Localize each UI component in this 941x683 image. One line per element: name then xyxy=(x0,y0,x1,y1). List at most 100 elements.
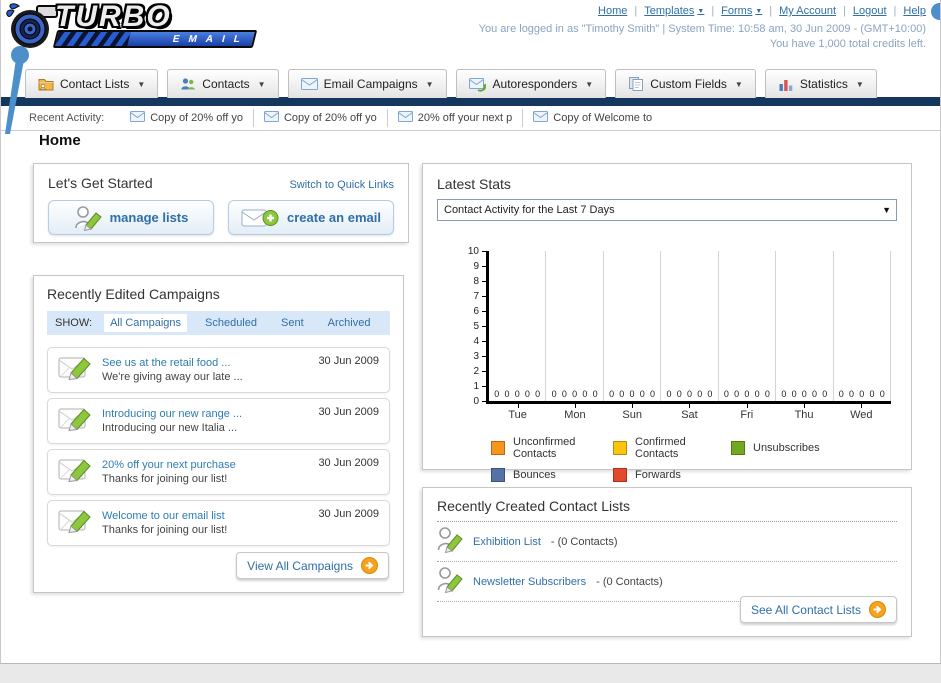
stats-report-selected-value: Contact Activity for the Last 7 Days xyxy=(444,204,615,216)
nav-link-logout[interactable]: Logout xyxy=(853,5,887,17)
value-label: 0 xyxy=(707,389,713,399)
recent-activity-item[interactable]: Copy of 20% off yo xyxy=(120,109,253,127)
legend-swatch xyxy=(613,441,627,455)
value-label: 0 xyxy=(582,389,588,399)
y-axis-tick-label: 8 xyxy=(473,275,486,287)
logo-subtitle: EMAIL xyxy=(171,33,251,45)
navy-divider-bar xyxy=(1,97,940,106)
nav-link-label: Forms xyxy=(721,5,753,17)
value-label: 0 xyxy=(822,389,828,399)
tab-contacts[interactable]: Contacts ▼ xyxy=(167,69,279,98)
get-started-title: Let's Get Started xyxy=(48,175,153,191)
legend-swatch xyxy=(491,468,505,482)
nav-separator: | xyxy=(843,5,846,17)
chevron-down-icon: ▼ xyxy=(585,79,594,89)
nav-link-my-account[interactable]: My Account xyxy=(779,5,836,17)
recent-activity-label: Recent Activity: xyxy=(29,111,105,124)
filter-all-campaigns[interactable]: All Campaigns xyxy=(104,314,187,332)
recent-activity-item[interactable]: Copy of 20% off yo xyxy=(252,108,387,127)
x-axis-tick-label: Tue xyxy=(489,404,546,421)
legend-swatch xyxy=(613,468,627,482)
top-nav: Home | Templates ▼ | Forms ▼ | My Account | Logout… xyxy=(598,5,926,17)
campaign-card[interactable]: Welcome to our email list Thanks for join… xyxy=(47,500,390,546)
contact-lists-icon xyxy=(38,76,54,92)
legend-item: Confirmed Contacts xyxy=(613,436,731,460)
edit-contact-list-icon xyxy=(437,526,463,557)
value-label: 0 xyxy=(639,389,645,399)
arrow-right-icon xyxy=(869,601,886,618)
nav-link-forms[interactable]: Forms ▼ xyxy=(721,5,762,17)
tab-statistics[interactable]: Statistics ▼ xyxy=(764,69,877,98)
nav-separator: | xyxy=(769,5,773,17)
legend-item: Forwards xyxy=(613,468,731,482)
value-label: 0 xyxy=(791,389,797,399)
legend-label: Unconfirmed Contacts xyxy=(513,436,576,460)
campaign-card[interactable]: Introducing our new range ... Introducing… xyxy=(47,398,390,444)
campaign-title-link[interactable]: See us at the retail food ... xyxy=(102,357,231,369)
edited-campaign-icon xyxy=(58,354,92,386)
value-label: 0 xyxy=(859,389,865,399)
campaign-title-link[interactable]: Welcome to our email list xyxy=(102,510,225,522)
login-status: You are logged in as "Timothy Smith" | S… xyxy=(478,23,926,35)
contact-list-link[interactable]: Exhibition List xyxy=(473,535,541,548)
y-axis-tick-label: 10 xyxy=(468,245,486,257)
contact-list-row: Newsletter Subscribers - (0 Contacts) xyxy=(437,562,897,602)
chevron-down-icon: ▼ xyxy=(425,79,434,89)
recent-activity-item[interactable]: Copy of Welcome to xyxy=(522,108,662,127)
app-window: TURBO EMAIL Home | Templates ▼ | Forms ▼ | My Ac… xyxy=(0,0,941,664)
create-email-button[interactable]: create an email xyxy=(228,200,394,235)
campaign-title-link[interactable]: Introducing our new range ... xyxy=(102,408,243,420)
campaign-card[interactable]: 20% off your next purchase Thanks for joi… xyxy=(47,449,390,495)
contact-list-count: - (0 Contacts) xyxy=(596,575,663,588)
y-axis-tick-mark xyxy=(482,295,486,297)
header-divider xyxy=(1,130,940,131)
x-axis-tick-label: Fri xyxy=(718,404,775,421)
filter-scheduled[interactable]: Scheduled xyxy=(205,317,257,329)
campaign-title-link[interactable]: 20% off your next purchase xyxy=(102,459,236,471)
get-started-panel: Let's Get Started Switch to Quick Links … xyxy=(33,163,409,243)
contact-list-link[interactable]: Newsletter Subscribers xyxy=(473,575,587,588)
campaign-date: 30 Jun 2009 xyxy=(318,355,379,367)
manage-lists-label: manage lists xyxy=(109,210,189,225)
nav-link-label: Templates xyxy=(644,5,695,17)
nav-link-help[interactable]: Help xyxy=(903,5,926,17)
value-label: 0 xyxy=(697,389,703,399)
x-axis-tick-label: Sat xyxy=(661,404,718,421)
tab-contact-lists[interactable]: Contact Lists ▼ xyxy=(25,69,159,98)
stats-report-select[interactable]: Contact Activity for the Last 7 Days ▼ xyxy=(437,199,897,221)
logo-bar: EMAIL xyxy=(52,30,258,48)
nav-link-label: Help xyxy=(903,5,926,17)
x-axis-tick-label: Sun xyxy=(604,404,661,421)
chevron-down-icon: ▼ xyxy=(855,79,864,89)
value-label: 0 xyxy=(514,389,520,399)
y-axis-tick-label: 1 xyxy=(473,380,486,392)
manage-lists-button[interactable]: manage lists xyxy=(48,200,214,235)
autoresponders-icon xyxy=(468,77,487,92)
y-axis-tick-label: 9 xyxy=(473,260,486,272)
see-all-contact-lists-button[interactable]: See All Contact Lists xyxy=(739,596,897,623)
latest-stats-title: Latest Stats xyxy=(437,176,511,192)
value-label: 0 xyxy=(524,389,530,399)
tab-autoresponders[interactable]: Autoresponders ▼ xyxy=(455,69,607,98)
switch-quick-links-link[interactable]: Switch to Quick Links xyxy=(289,179,394,191)
campaign-date: 30 Jun 2009 xyxy=(318,406,379,418)
campaigns-panel: Recently Edited Campaigns SHOW: All Camp… xyxy=(33,275,404,593)
nav-link-home[interactable]: Home xyxy=(598,5,627,17)
tab-custom-fields[interactable]: Custom Fields ▼ xyxy=(615,69,756,98)
nav-separator: | xyxy=(711,5,715,17)
envelope-icon xyxy=(263,110,279,125)
tab-email-campaigns[interactable]: Email Campaigns ▼ xyxy=(287,69,447,98)
filter-sent[interactable]: Sent xyxy=(281,317,304,329)
see-all-contact-lists-label: See All Contact Lists xyxy=(750,602,861,617)
campaign-card[interactable]: See us at the retail food ... We're givin… xyxy=(47,347,390,393)
page-title: Home xyxy=(39,132,81,149)
view-all-campaigns-button[interactable]: View All Campaigns xyxy=(236,552,389,579)
filter-archived[interactable]: Archived xyxy=(327,317,371,329)
recent-activity-item[interactable]: 20% off your next p xyxy=(386,108,523,127)
chevron-down-icon: ▼ xyxy=(697,7,705,15)
nav-link-templates[interactable]: Templates ▼ xyxy=(644,5,704,17)
